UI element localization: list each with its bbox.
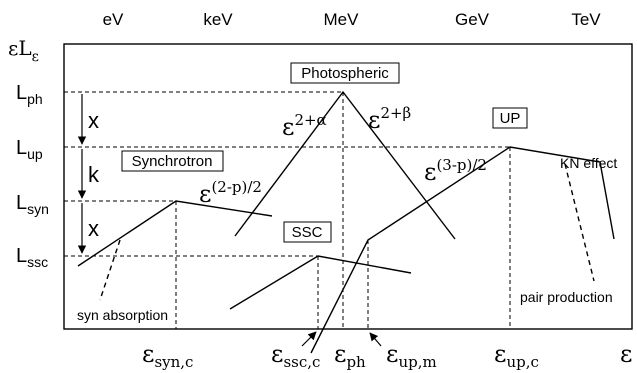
scale-ev: eV <box>103 10 124 29</box>
photospheric-curve <box>234 90 456 240</box>
ssc-curve <box>229 255 412 310</box>
level-l-ssc: Lssc <box>16 245 48 270</box>
slope-ph-fall: ε2+β <box>368 104 411 134</box>
kn-effect-note: KN effect <box>560 155 617 171</box>
scale-kev: keV <box>203 10 233 29</box>
scale-tev: TeV <box>571 10 601 29</box>
tick-eps-ph: εph <box>334 340 366 371</box>
tick-eps-up-m: εup,m <box>386 340 437 371</box>
syn-absorption-note: syn absorption <box>77 307 168 323</box>
ssc-label: SSC <box>292 224 323 241</box>
x-axis-end-label: ε <box>620 340 632 368</box>
syn-absorption-line <box>99 239 121 301</box>
up-box <box>492 107 528 129</box>
slope-ph-rise: ε2+α <box>282 111 327 141</box>
ssc-box <box>283 221 332 243</box>
synchrotron-box <box>121 150 224 172</box>
pointer-arrow-ssc-c <box>301 331 317 347</box>
synchrotron-label: Synchrotron <box>132 153 213 170</box>
gap-label-x2: x <box>88 216 99 241</box>
photospheric-label: Photospheric <box>301 65 389 82</box>
tick-eps-ssc-c: εssc,c <box>271 340 320 371</box>
pair-production-line <box>564 163 595 282</box>
tick-eps-up-c: εup,c <box>494 340 539 371</box>
level-l-up: Lup <box>16 137 43 162</box>
tick-eps-syn-c: εsyn,c <box>142 340 193 371</box>
up-curve <box>310 146 615 354</box>
up-label: UP <box>500 110 521 127</box>
synchrotron-curve <box>77 200 273 267</box>
pointer-arrow-up-m <box>369 332 382 347</box>
gap-label-x1: x <box>88 108 99 133</box>
scale-gev: GeV <box>455 10 490 29</box>
pair-production-note: pair production <box>520 289 613 305</box>
photospheric-box <box>290 62 400 84</box>
slope-syn: ε(2-p)/2 <box>199 178 262 208</box>
level-l-syn: Lsyn <box>16 192 49 217</box>
gap-label-k: k <box>88 162 100 187</box>
level-l-ph: Lph <box>16 82 43 107</box>
scale-mev: MeV <box>324 10 360 29</box>
slope-up: ε(3-p)/2 <box>424 156 487 186</box>
y-axis-title: εLε <box>8 36 39 65</box>
plot-frame <box>63 43 633 330</box>
